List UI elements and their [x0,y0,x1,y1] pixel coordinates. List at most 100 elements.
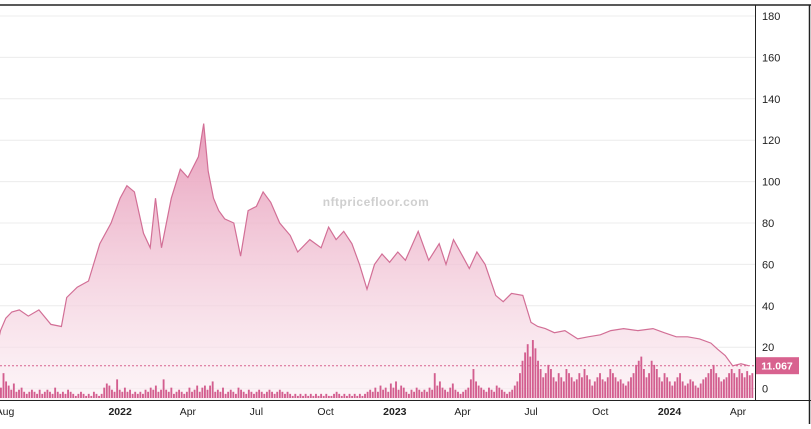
volume-bar [547,364,550,398]
y-tick-label: 0 [762,384,768,396]
volume-bar [676,377,679,398]
volume-bar [276,391,279,398]
volume-bar [33,391,36,398]
volume-bar [462,391,465,398]
volume-bar [588,379,591,398]
volume-bar [105,383,108,398]
volume-bar [356,395,359,398]
volume-bar [748,375,751,398]
volume-bar [624,385,627,398]
volume-bar [111,389,113,398]
volume-bar [36,393,39,398]
watermark: nftpricefloor.com [323,195,430,209]
volume-bar [614,377,617,398]
volume-bar [49,391,51,398]
volume-bar [663,373,666,398]
volume-bar [617,381,619,398]
volume-bar [480,387,483,398]
volume-bar [658,377,661,398]
volume-bar [642,369,645,398]
volume-bar [583,369,586,398]
volume-bar [237,387,240,398]
volume-bar [211,381,214,398]
x-tick-label: Apr [454,406,471,418]
volume-bar [699,383,702,398]
volume-bar [271,391,273,398]
volume-bar [258,389,261,398]
volume-bar [490,389,493,398]
volume-bar [397,389,400,398]
volume-bar [586,375,589,398]
volume-bar [180,391,183,398]
volume-bar [506,393,508,398]
volume-bar [681,381,684,398]
volume-bar [578,373,581,398]
volume-bar [565,369,568,398]
volume-bar [250,391,253,398]
volume-bar [537,360,539,398]
volume-bar [508,391,511,398]
volume-bar [54,387,57,398]
current-price-value: 11.067 [761,361,793,373]
volume-bar [284,393,286,398]
y-tick-label: 100 [762,177,780,189]
volume-bar [609,369,612,398]
volume-bar [15,391,18,398]
volume-bar [136,393,139,398]
volume-bar [185,391,188,398]
y-tick-label: 60 [762,259,774,271]
volume-bar [346,395,348,398]
volume-bar [242,391,245,398]
volume-bar [534,348,537,398]
volume-bar [436,385,439,398]
volume-bar [392,387,395,398]
volume-bar [488,387,490,398]
volume-bar [655,369,658,398]
volume-bar [604,381,607,398]
volume-bar [116,379,119,398]
volume-bar [570,377,573,398]
x-axis: Aug 2022 Apr Jul Oct 2023 Apr Jul Oct 2024 Apr [0,406,747,418]
volume-bar [28,391,31,398]
volume-bar [482,389,485,398]
volume-bar [459,393,462,398]
volume-bar [379,385,382,398]
volume-bar [162,379,165,398]
volume-bar [232,391,235,398]
volume-bar [59,393,62,398]
volume-bar [322,395,325,398]
volume-bar [312,395,315,398]
volume-bar [196,385,199,398]
volume-bar [247,389,250,398]
volume-bar [405,391,408,398]
volume-bar [444,389,446,398]
chart-frame-border [0,4,811,424]
y-tick-label: 180 [762,11,780,23]
volume-bar [183,393,186,398]
y-tick-label: 160 [762,52,780,64]
volume-bar [273,393,276,398]
volume-bar [167,391,170,398]
volume-bar [206,389,209,398]
volume-bar [123,387,126,398]
volume-bar [2,373,5,398]
volume-bar [121,391,124,398]
volume-bar [596,377,599,398]
volume-bar [188,387,191,398]
volume-bar [263,393,266,398]
volume-bar [689,379,692,398]
volume-bar [25,393,28,398]
volume-bar [309,393,312,398]
volume-bar [697,387,700,398]
volume-bar [438,381,441,398]
volume-bar [550,369,552,398]
volume-bar [366,391,369,398]
volume-bar [599,373,601,398]
volume-bar [645,377,648,398]
volume-bar [278,389,281,398]
volume-bar [20,387,23,398]
volume-bar [131,393,134,398]
volume-bar [730,369,733,398]
x-tick-label: Jul [524,406,537,418]
